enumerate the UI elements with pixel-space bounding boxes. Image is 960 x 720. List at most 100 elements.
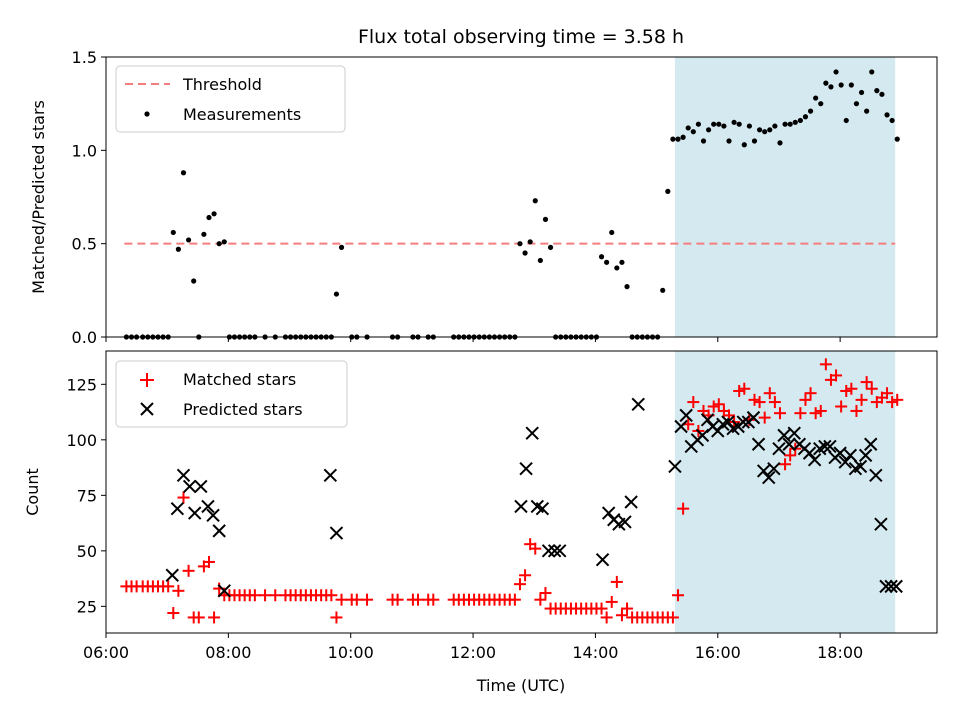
predicted-star-point <box>746 410 761 425</box>
measurement-point <box>690 129 696 135</box>
measurement-point <box>604 259 610 265</box>
matched-star-point <box>412 593 425 606</box>
bottom-y-axis-title: Count <box>23 468 42 516</box>
measurement-point <box>731 119 737 125</box>
measurement-point <box>869 69 875 75</box>
measurement-point <box>813 95 819 101</box>
predicted-star-point <box>751 437 766 451</box>
measurement-point <box>884 112 890 118</box>
matched-star-point <box>779 458 792 471</box>
x-tick-label: 06:00 <box>83 643 129 662</box>
matched-star-point <box>712 398 725 411</box>
measurement-point <box>191 278 197 284</box>
x-tick-label: 08:00 <box>205 643 251 662</box>
matched-star-point <box>748 393 761 406</box>
measurement-point <box>823 80 829 86</box>
matched-star-point <box>850 404 863 417</box>
matched-star-point <box>707 400 720 413</box>
predicted-star-point <box>756 464 771 478</box>
predicted-star-point <box>188 506 202 520</box>
top-x-ticks <box>105 337 841 342</box>
predicted-star-point <box>858 448 873 463</box>
predicted-star-point <box>618 515 632 529</box>
matched-star-point <box>860 376 873 389</box>
predicted-star-point <box>823 439 837 454</box>
matched-star-point <box>835 400 848 413</box>
predicted-star-point <box>519 461 533 476</box>
predicted-star-point <box>889 579 903 594</box>
matched-star-point <box>758 411 771 424</box>
predicted-star-point <box>736 415 750 429</box>
measurement-point <box>843 117 849 124</box>
measurement-point <box>716 121 722 127</box>
matched-star-point <box>605 595 618 608</box>
predicted-star-point <box>194 479 208 494</box>
measurement-point <box>787 121 793 127</box>
predicted-star-point <box>624 495 638 509</box>
matched-star-point <box>391 593 404 606</box>
predicted-star-point <box>700 413 715 427</box>
predicted-star-point <box>525 426 539 440</box>
matched-star-point <box>508 593 521 606</box>
measurement-point <box>517 241 523 247</box>
bottom-y-axis: 25 50 75 100 125 <box>66 375 106 616</box>
matched-star-point <box>513 578 526 591</box>
matched-star-point <box>672 589 685 602</box>
measurement-point <box>532 198 538 204</box>
bottom-y-tick-label: 100 <box>66 431 97 450</box>
matched-star-point <box>167 607 180 620</box>
predicted-star-point <box>787 426 801 440</box>
matched-star-point <box>330 611 343 624</box>
predicted-star-point <box>535 501 550 516</box>
predicted-star-point <box>201 499 215 514</box>
matched-star-point <box>773 407 786 420</box>
panel-counts: 25 50 75 100 125 06:00 08:00 10:00 12:00 14:00 16… <box>23 350 938 695</box>
matched-star-point <box>172 584 185 597</box>
predicted-star-point <box>818 439 832 454</box>
legend-matched-swatch <box>140 373 154 387</box>
matched-star-point <box>666 611 679 624</box>
measurement-point <box>619 259 625 265</box>
measurement-point <box>675 136 681 142</box>
predicted-star-point <box>762 470 776 485</box>
predicted-star-point <box>547 544 562 558</box>
matched-star-point <box>361 593 374 606</box>
measurement-point <box>848 82 854 88</box>
measurement-point <box>807 108 814 114</box>
measurement-point <box>547 244 554 250</box>
matched-star-point <box>855 393 868 406</box>
chart-title: Flux total observing time = 3.58 h <box>358 26 684 48</box>
measurement-point <box>864 108 870 114</box>
measurement-point <box>180 170 187 176</box>
matched-star-point <box>809 407 822 420</box>
predicted-star-point <box>782 437 796 451</box>
measurement-point <box>680 134 686 140</box>
matched-star-point <box>881 387 894 400</box>
predicted-star-point <box>777 428 791 443</box>
measurement-point <box>537 257 543 264</box>
bottom-axes-frame <box>105 350 938 634</box>
matched-star-point <box>162 580 175 593</box>
predicted-star-point <box>679 408 693 423</box>
measurement-point <box>185 237 192 243</box>
measurement-point <box>894 136 900 142</box>
predicted-star-point <box>329 526 344 540</box>
matched-star-point <box>819 358 832 371</box>
top-y-tick-label: 1.0 <box>72 141 97 160</box>
measurement-point <box>818 101 824 107</box>
matched-star-point <box>610 575 623 588</box>
matched-star-point <box>886 396 899 409</box>
matched-star-point <box>768 396 781 409</box>
matched-star-point <box>804 387 817 400</box>
legend-matched-label: Matched stars <box>183 370 296 389</box>
matched-star-point <box>794 407 807 420</box>
measurement-point <box>527 239 533 245</box>
predicted-star-point <box>176 468 191 483</box>
measurement-point <box>797 117 803 124</box>
matched-star-point <box>248 589 261 602</box>
predicted-star-point <box>884 579 898 594</box>
measurement-point <box>522 250 528 256</box>
matched-star-point <box>830 369 843 382</box>
measurement-point <box>874 88 880 94</box>
matched-star-point <box>799 393 812 406</box>
